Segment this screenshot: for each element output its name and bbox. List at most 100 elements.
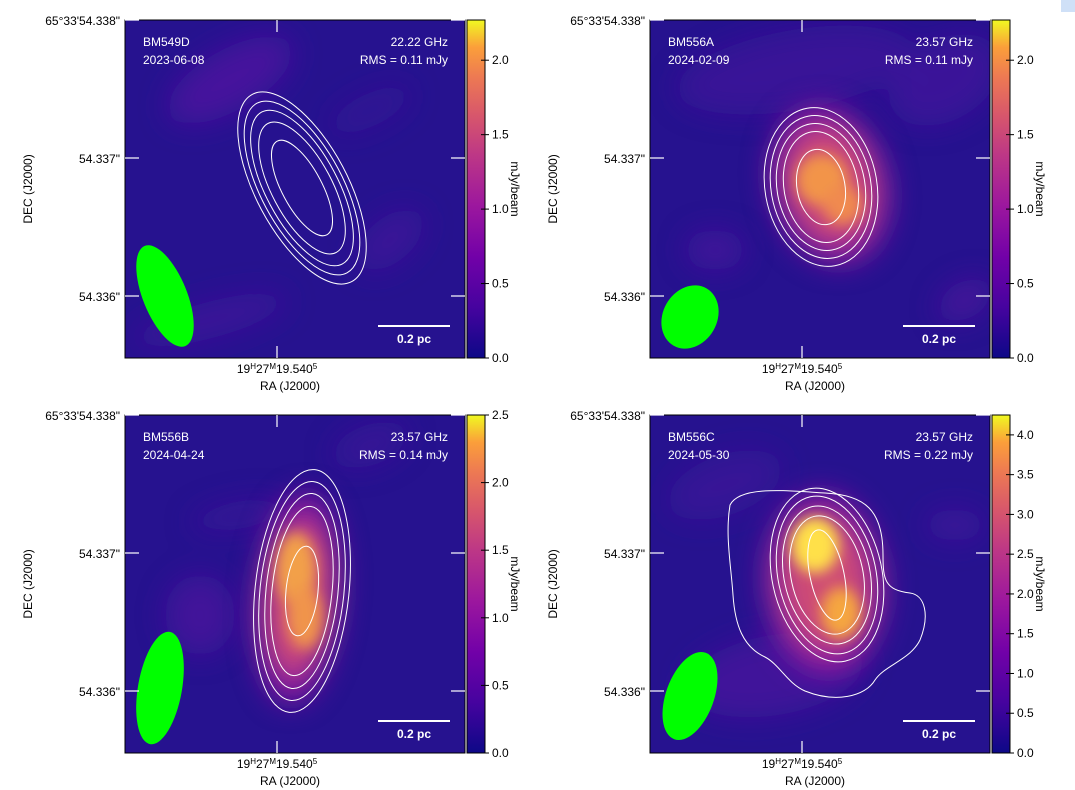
epoch-id: BM556B [143,430,189,444]
noise-layer [676,25,990,322]
noise-blob [685,230,745,270]
y-axis-label: DEC (J2000) [21,549,35,618]
contour-level [270,505,334,677]
radio-map-svg: BM556A 2024-02-09 23.57 GHz RMS = 0.11 mJy 0… [546,14,1047,393]
colorbar-tick-label: 1.0 [1017,666,1034,680]
contour-level [270,139,334,237]
epoch-date: 2024-04-24 [143,448,205,462]
emission-image [650,20,990,358]
colorbar-tick-label: 0.0 [1017,746,1034,760]
axis-ticks [125,414,465,753]
axis-ticks [650,414,990,753]
noise-blob [356,209,424,271]
colorbar-tick-label: 4.0 [1017,428,1034,442]
colorbar-ticks: 0.0 0.5 1.0 1.5 2.0 2.5 [481,408,509,760]
colorbar-tick-label: 2.0 [1017,587,1034,601]
ra-tick-label: 19H27M19.5405 [237,362,318,377]
emission-peak [764,493,886,673]
scale-bar-label: 0.2 pc [922,332,956,346]
emission-core [287,585,323,649]
ra-tick-label: 19H27M19.5405 [237,757,318,772]
epoch-date: 2023-06-08 [143,53,205,67]
dec-tick-label: 54.337" [79,152,120,166]
colorbar-tick-label: 1.0 [492,202,509,216]
contour-group [727,487,926,698]
noise-blob [667,450,783,520]
map-panel-bm549d: BM549D 2023-06-08 22.22 GHz RMS = 0.11 mJy 0… [0,0,537,395]
colorbar [991,414,1011,754]
colorbar-tick-label: 2.5 [492,408,509,422]
colorbar-tick-label: 2.0 [492,476,509,490]
epoch-id: BM556C [668,430,715,444]
frequency-label: 23.57 GHz [916,430,973,444]
noise-blob [937,278,990,322]
scale-bar-label: 0.2 pc [922,727,956,741]
colorbar [466,19,486,359]
contour-level [250,109,354,267]
contour-level [243,100,361,276]
dec-tick-label: 54.336" [604,685,645,699]
colorbar-tick-label: 0.0 [492,746,509,760]
colorbar-tick-label: 1.5 [1017,128,1034,142]
colorbar-tick-label: 1.5 [1017,627,1034,641]
axis-ticks [125,19,465,358]
colorbar [991,19,1011,359]
epoch-id: BM549D [143,35,190,49]
colorbar-tick-label: 0.5 [492,277,509,291]
contour-level [237,91,367,285]
contour-outer [727,490,926,698]
frequency-label: 22.22 GHz [391,35,448,49]
axis-ticks [650,19,990,358]
beam-ellipse [661,285,719,349]
beam-ellipse [136,631,184,745]
dec-tick-label: 54.337" [604,152,645,166]
contour-level [253,469,351,713]
contour-level [763,107,879,267]
contour-level [781,505,873,645]
colorbar-tick-label: 1.0 [492,611,509,625]
dec-tick-label: 65°33'54.338" [570,14,645,28]
emission-core [791,517,839,573]
rms-label: RMS = 0.11 mJy [885,53,973,67]
emission-peak [255,493,341,703]
colorbar-tick-label: 0.5 [1017,277,1034,291]
noise-blob [889,34,990,126]
x-axis-label: RA (J2000) [785,774,845,788]
dec-tick-label: 65°33'54.338" [45,409,120,423]
colorbar [466,414,486,754]
colorbar-tick-label: 0.5 [1017,706,1034,720]
colorbar-tick-label: 0.0 [1017,351,1034,365]
contour-level [769,115,873,259]
colorbar-ticks: 0.0 0.5 1.0 1.5 2.0 2.5 3.0 3.5 4.0 [1006,428,1034,760]
emission-core [821,587,861,639]
epoch-date: 2024-05-30 [668,448,730,462]
y-axis-label: DEC (J2000) [546,549,560,618]
noise-layer [165,421,409,655]
contour-level [258,121,346,255]
ra-tick-label: 19H27M19.5405 [762,362,843,377]
map-frame [649,19,991,359]
epoch-id: BM556A [668,35,714,49]
dec-tick-label: 54.336" [604,290,645,304]
contour-level [807,529,847,621]
colorbar-label: mJy/beam [508,556,522,611]
radio-map-svg: BM549D 2023-06-08 22.22 GHz RMS = 0.11 mJy 0… [21,14,522,393]
y-axis-label: DEC (J2000) [21,154,35,223]
colorbar-ticks: 0.0 0.5 1.0 1.5 2.0 [481,53,509,365]
frequency-label: 23.57 GHz [916,35,973,49]
colorbar-ticks: 0.0 0.5 1.0 1.5 2.0 [1006,53,1034,365]
contour-level [782,130,860,244]
colorbar-tick-label: 0.5 [492,678,509,692]
contour-level [775,495,879,655]
noise-blob [190,498,290,532]
noise-blob [167,36,293,124]
colorbar-tick-label: 3.0 [1017,507,1034,521]
map-frame [124,414,466,754]
noise-blob [676,25,914,115]
frequency-label: 23.57 GHz [391,430,448,444]
emission-image [125,415,465,753]
contour-group [237,91,367,285]
scale-bar-label: 0.2 pc [397,727,431,741]
radio-map-svg: BM556C 2024-05-30 23.57 GHz RMS = 0.22 mJy 0… [546,409,1047,788]
colorbar-tick-label: 2.0 [492,53,509,67]
